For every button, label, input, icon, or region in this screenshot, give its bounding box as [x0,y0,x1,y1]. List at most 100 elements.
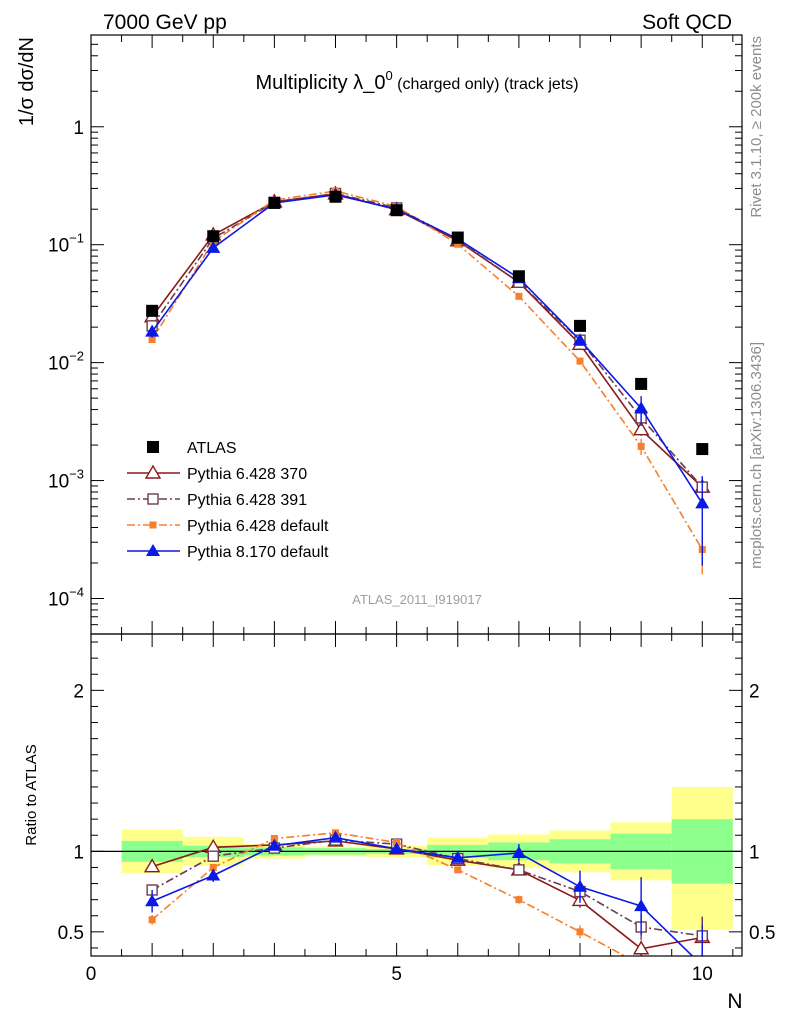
main-panel: 10−410−310−210−11 Multiplicity λ_00 (cha… [16,34,743,635]
ratio-point [515,896,523,904]
ratio-point [450,850,465,863]
x-axis-label: N [727,990,742,1013]
legend-label: Pythia 6.428 default [187,518,329,535]
main-axes: 10−410−310−210−11 [48,34,742,635]
rivet-label: Rivet 3.1.10, ≥ 200k events [748,36,765,218]
ratio-point [513,864,525,876]
x-tick-label: 5 [391,964,402,985]
ratio-point [454,866,462,874]
main-point [454,240,462,248]
y-tick-label: 10−4 [48,584,84,610]
main-point [148,336,156,344]
legend: ATLAS Pythia 6.428 370 Pythia 6.428 391 Pyt… [127,440,329,561]
legend-item: Pythia 6.428 default [127,518,329,535]
legend-label: Pythia 6.428 391 [187,492,307,509]
ratio-point [634,899,649,912]
main-point [145,324,160,337]
ratio-point [270,834,278,842]
y-tick-label: 10−1 [48,231,84,257]
ratio-axes: 0.5 0.5 1 1 2 2 0 5 10 [58,634,775,985]
y-tick-base: 10 [48,354,69,375]
ratio-point [389,841,404,854]
y-tick-label: 10−2 [48,349,84,375]
ratio-series-layer [143,829,711,956]
y-tick-label: 1 [73,118,84,139]
main-point [574,319,587,332]
ratio-point [206,868,221,881]
legend-marker [147,441,159,453]
main-point [576,357,584,365]
ratio-point [573,879,588,892]
main-series-line [151,193,703,488]
main-ylabel: 1/σ dσ/dN [16,37,38,126]
main-title: Multiplicity λ_00 (charged only) (track … [255,68,578,94]
main-title-superscript: 0 [385,68,392,83]
header-right: Soft QCD [642,11,732,34]
y-tick-exponent: −4 [69,584,84,599]
ratio-series-line [151,836,694,956]
main-point [451,231,464,244]
legend-item: Pythia 8.170 default [127,544,329,561]
ratio-series-line [151,832,627,956]
mcplots-label: mcplots.cern.ch [arXiv:1306.3436] [748,342,765,569]
ratio-y-tick-label-right: 0.5 [749,923,775,944]
ratio-point [143,858,161,873]
legend-label: ATLAS [187,440,237,457]
ratio-point [632,940,650,955]
main-point [329,190,342,203]
watermark: ATLAS_2011_I919017 [352,592,482,607]
y-tick-base: 10 [48,236,69,257]
y-tick-base: 10 [48,589,69,610]
ratio-ylabel: Ratio to ATLAS [23,744,40,845]
y-tick-label: 10−3 [48,467,84,493]
y-tick-base: 10 [48,472,69,493]
main-point [695,496,710,509]
main-point [635,377,648,390]
main-point [573,333,588,346]
ratio-point [328,830,343,843]
main-series-4 [146,190,709,456]
legend-marker [146,544,160,556]
ratio-point [576,928,584,936]
ratio-point [145,894,160,907]
main-point [632,421,650,436]
main-title-text: Multiplicity λ_0 [255,72,385,94]
legend-item: Pythia 6.428 391 [127,492,307,509]
header-left: 7000 GeV pp [103,11,227,34]
ratio-panel: 0.5 0.5 1 1 2 2 0 5 10 Ratio to ATLAS N [23,633,775,1013]
main-series-2 [148,187,706,575]
ratio-series-3 [145,830,703,956]
ratio-y-tick-label-right: 2 [749,681,760,702]
ratio-point [511,845,526,858]
main-series-layer [143,185,711,575]
main-point [390,204,403,217]
main-title-subtext: (charged only) (track jets) [393,76,579,93]
x-tick-label: 10 [692,964,713,985]
main-point [512,270,525,283]
main-series-line [151,193,703,504]
ratio-y-tick-label-left: 1 [73,842,84,863]
main-point [206,240,221,253]
ratio-series-line [151,840,703,950]
legend-marker [147,493,159,505]
ratio-point [267,838,282,851]
y-tick-exponent: −2 [69,349,84,364]
legend-label: Pythia 8.170 default [187,544,329,561]
ratio-point [207,850,219,862]
ratio-point [209,863,217,871]
main-point [515,292,523,300]
legend-marker [144,464,162,479]
y-tick-exponent: −1 [69,231,84,246]
main-point [268,196,281,209]
legend-label: Pythia 6.428 370 [187,466,307,483]
main-point [634,401,649,414]
y-tick-exponent: −3 [69,467,84,482]
y-tick-base: 1 [73,118,84,139]
ratio-y-tick-label-left: 2 [73,681,84,702]
ratio-y-tick-label-left: 0.5 [58,923,84,944]
x-tick-label: 0 [86,964,97,985]
legend-marker [149,521,157,529]
ratio-point [148,916,156,924]
legend-item: ATLAS [147,440,237,457]
